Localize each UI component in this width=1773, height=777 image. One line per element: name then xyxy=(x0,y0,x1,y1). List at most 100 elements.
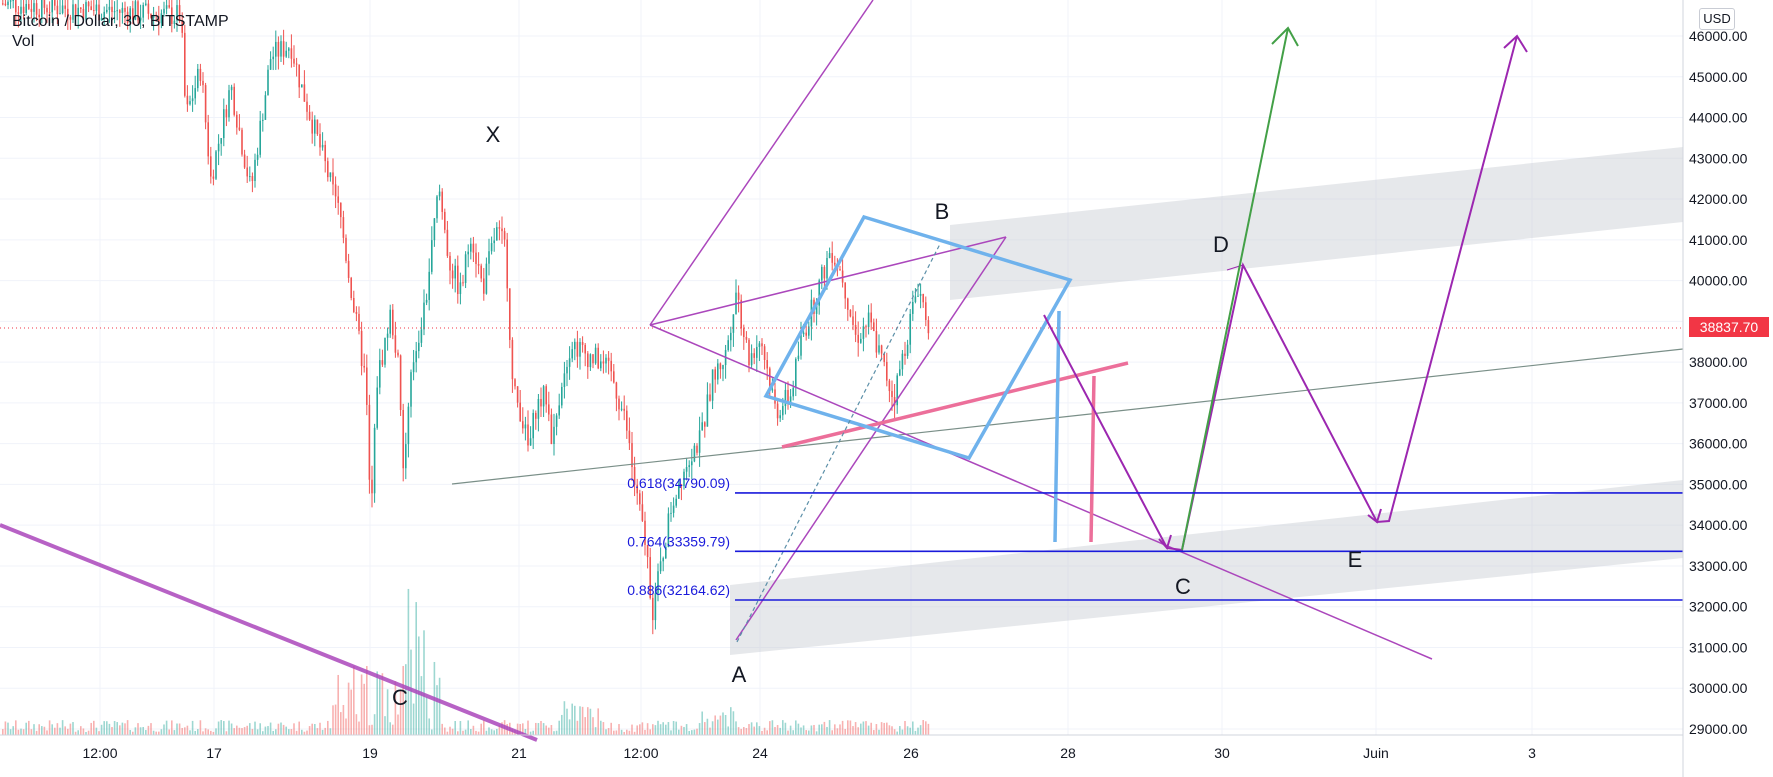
candle-body xyxy=(98,4,100,21)
candle-body xyxy=(841,270,844,283)
candle-body xyxy=(501,228,503,232)
vol-legend[interactable]: Vol xyxy=(12,33,35,50)
candle-body xyxy=(488,251,490,264)
volume-bar xyxy=(451,728,454,735)
candle-body xyxy=(116,10,118,12)
volume-bar xyxy=(35,730,38,735)
volume-bar xyxy=(402,665,404,735)
candle-body xyxy=(828,253,831,259)
arrowhead-top-purple xyxy=(1503,34,1528,53)
volume-bar xyxy=(774,726,776,735)
volume-bar xyxy=(293,723,295,735)
volume-bar xyxy=(449,726,451,735)
candle-body xyxy=(360,330,363,366)
volume-bar xyxy=(20,728,22,735)
candle-body xyxy=(568,358,571,367)
volume-bar xyxy=(623,731,625,735)
symbol-title[interactable]: Bitcoin / Dollar, 30, BITSTAMP xyxy=(12,13,229,30)
candle-body xyxy=(7,1,9,6)
volume-bar xyxy=(841,720,844,735)
candle-body xyxy=(85,2,87,20)
volume-bar xyxy=(529,731,532,735)
candle-body xyxy=(280,41,282,57)
volume-bar xyxy=(176,723,178,735)
volume-bar xyxy=(446,731,449,735)
volume-bar xyxy=(275,729,277,735)
volume-bar xyxy=(418,636,420,735)
volume-bar xyxy=(769,721,771,735)
volume-bar xyxy=(366,666,368,735)
volume-bar xyxy=(436,685,438,735)
volume-bar xyxy=(639,724,641,735)
y-tick-label: 33000.00 xyxy=(1689,558,1748,574)
volume-bar xyxy=(389,722,391,735)
volume-bar xyxy=(756,722,758,735)
volume-bar xyxy=(735,721,737,735)
candle-body xyxy=(875,331,878,353)
candle-body xyxy=(886,361,888,381)
volume-bar xyxy=(857,727,859,735)
candle-body xyxy=(592,354,594,364)
volume-bar xyxy=(847,720,849,735)
volume-bar xyxy=(527,720,529,735)
candle-body xyxy=(249,176,251,178)
volume-bar xyxy=(789,725,792,735)
candle-body xyxy=(298,64,300,88)
candle-body xyxy=(870,312,872,323)
candle-body xyxy=(904,353,906,356)
y-tick-label: 29000.00 xyxy=(1689,721,1748,737)
candle-body xyxy=(613,371,615,383)
currency-badge[interactable]: USD xyxy=(1699,8,1735,30)
candle-body xyxy=(228,90,230,118)
volume-bar xyxy=(87,730,90,735)
volume-bar xyxy=(145,730,147,735)
candle-body xyxy=(475,252,477,265)
candle-body xyxy=(147,3,150,14)
purple-triangle-bottom xyxy=(649,324,1433,660)
candle-body xyxy=(376,387,378,428)
volume-bar xyxy=(64,726,66,735)
volume-bar xyxy=(852,726,854,735)
volume-bar xyxy=(197,729,199,735)
volume-bar xyxy=(563,701,566,735)
candle-body xyxy=(269,59,272,70)
candle-body xyxy=(106,9,108,12)
candle-body xyxy=(847,298,849,310)
thick-purple-trendline xyxy=(0,523,538,742)
volume-bar xyxy=(48,720,51,735)
volume-bar xyxy=(22,729,25,735)
volume-bar xyxy=(137,723,139,735)
candle-body xyxy=(917,295,919,297)
candle-body xyxy=(706,394,709,427)
candle-body xyxy=(657,571,659,594)
volume-bar xyxy=(470,729,472,735)
volume-bar xyxy=(30,729,33,735)
candle-body xyxy=(217,143,220,152)
volume-bar xyxy=(139,727,142,735)
candle-body xyxy=(880,345,883,354)
volume-bar xyxy=(540,720,542,735)
candle-body xyxy=(113,11,116,13)
candle-body xyxy=(719,363,722,370)
candle-body xyxy=(392,309,394,336)
candle-body xyxy=(901,353,904,370)
candle-body xyxy=(470,243,472,252)
volume-bar xyxy=(813,724,815,735)
y-tick-label: 43000.00 xyxy=(1689,150,1748,166)
volume-bar xyxy=(558,720,560,735)
volume-bar xyxy=(865,721,867,735)
volume-bar xyxy=(384,716,386,735)
wave-label: A xyxy=(732,662,747,687)
candle-body xyxy=(72,4,74,20)
candle-body xyxy=(20,6,22,14)
wave-label: C xyxy=(392,685,408,710)
candle-body xyxy=(688,465,690,468)
volume-bar xyxy=(516,723,519,735)
candle-body xyxy=(641,504,644,521)
volume-bar xyxy=(251,728,254,735)
volume-bar xyxy=(12,726,14,735)
volume-bar xyxy=(327,720,329,735)
candle-body xyxy=(327,161,329,178)
candle-body xyxy=(77,7,79,17)
